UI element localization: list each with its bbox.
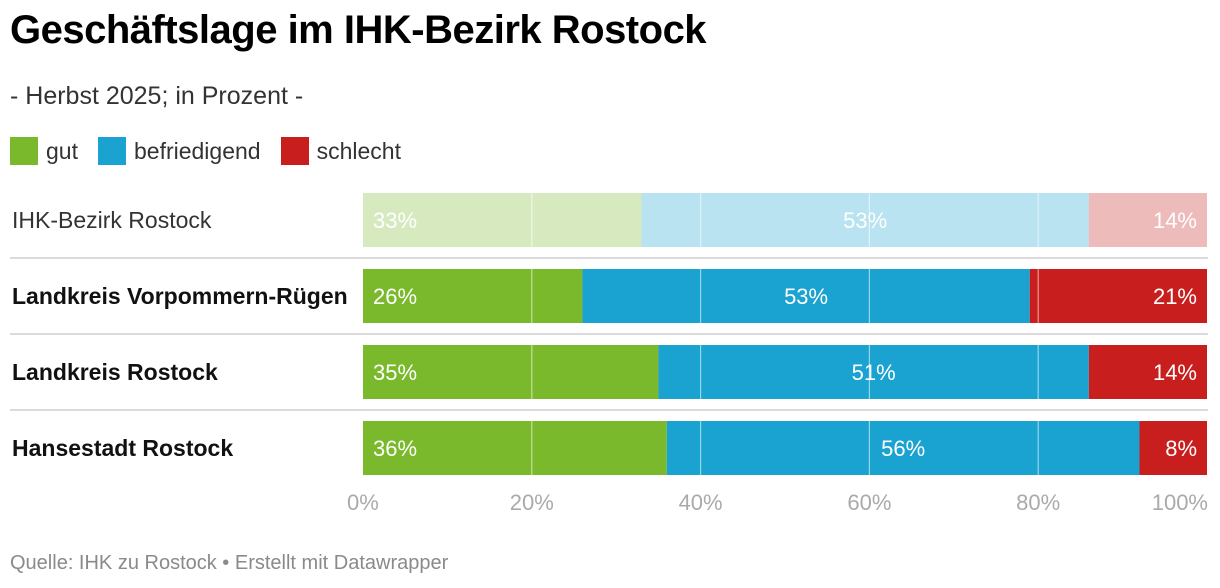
chart-subtitle: - Herbst 2025; in Prozent - [10, 82, 304, 110]
legend-item-gut: gut [10, 137, 78, 165]
value-label: 14% [1153, 360, 1197, 385]
value-label: 53% [784, 284, 828, 309]
legend-swatch-schlecht [280, 137, 309, 165]
bar-segment-gut [363, 421, 667, 475]
legend-item-befriedigend: befriedigend [97, 137, 261, 165]
bar-segment-gut [363, 269, 583, 323]
value-label: 51% [852, 360, 896, 385]
value-label: 36% [373, 436, 417, 461]
bar-segment-schlecht [1029, 269, 1207, 323]
legend-label-befriedigend: befriedigend [133, 137, 261, 164]
bar-segment-schlecht [1088, 193, 1207, 247]
value-label: 8% [1165, 436, 1197, 461]
category-label: Hansestadt Rostock [12, 435, 233, 461]
x-tick-label: 80% [1016, 490, 1060, 515]
x-tick-label: 0% [347, 490, 379, 515]
category-label: Landkreis Vorpommern-Rügen [12, 283, 348, 309]
chart-title: Geschäftslage im IHK-Bezirk Rostock [10, 8, 707, 52]
bar-segment-befriedigend [582, 269, 1030, 323]
legend: gut befriedigend schlecht [10, 137, 421, 165]
value-label: 53% [843, 208, 887, 233]
value-label: 21% [1153, 284, 1197, 309]
bar-segment-gut [363, 345, 659, 399]
bar-segment-schlecht [1139, 421, 1207, 475]
bar-segment-gut [363, 193, 642, 247]
value-label: 14% [1153, 208, 1197, 233]
value-label: 35% [373, 360, 417, 385]
legend-swatch-befriedigend [97, 137, 126, 165]
x-tick-label: 60% [847, 490, 891, 515]
value-label: 56% [881, 436, 925, 461]
bar-segment-befriedigend [641, 193, 1089, 247]
legend-item-schlecht: schlecht [280, 137, 401, 165]
category-label: IHK-Bezirk Rostock [12, 207, 212, 233]
legend-swatch-gut [10, 137, 38, 165]
value-label: 26% [373, 284, 417, 309]
value-label: 33% [373, 208, 417, 233]
x-tick-label: 40% [679, 490, 723, 515]
bar-segment-schlecht [1088, 345, 1207, 399]
x-tick-label: 100% [1152, 490, 1208, 515]
source-footer: Quelle: IHK zu Rostock • Erstellt mit Da… [10, 552, 449, 574]
stacked-bar-chart: IHK-Bezirk Rostock 33% 53% 14% Landkreis Vor… [10, 193, 1208, 515]
bar-segment-befriedigend [666, 421, 1140, 475]
x-tick-label: 20% [510, 490, 554, 515]
legend-label-gut: gut [46, 137, 78, 164]
bar-segment-befriedigend [658, 345, 1089, 399]
category-label: Landkreis Rostock [12, 359, 218, 385]
legend-label-schlecht: schlecht [316, 137, 401, 164]
